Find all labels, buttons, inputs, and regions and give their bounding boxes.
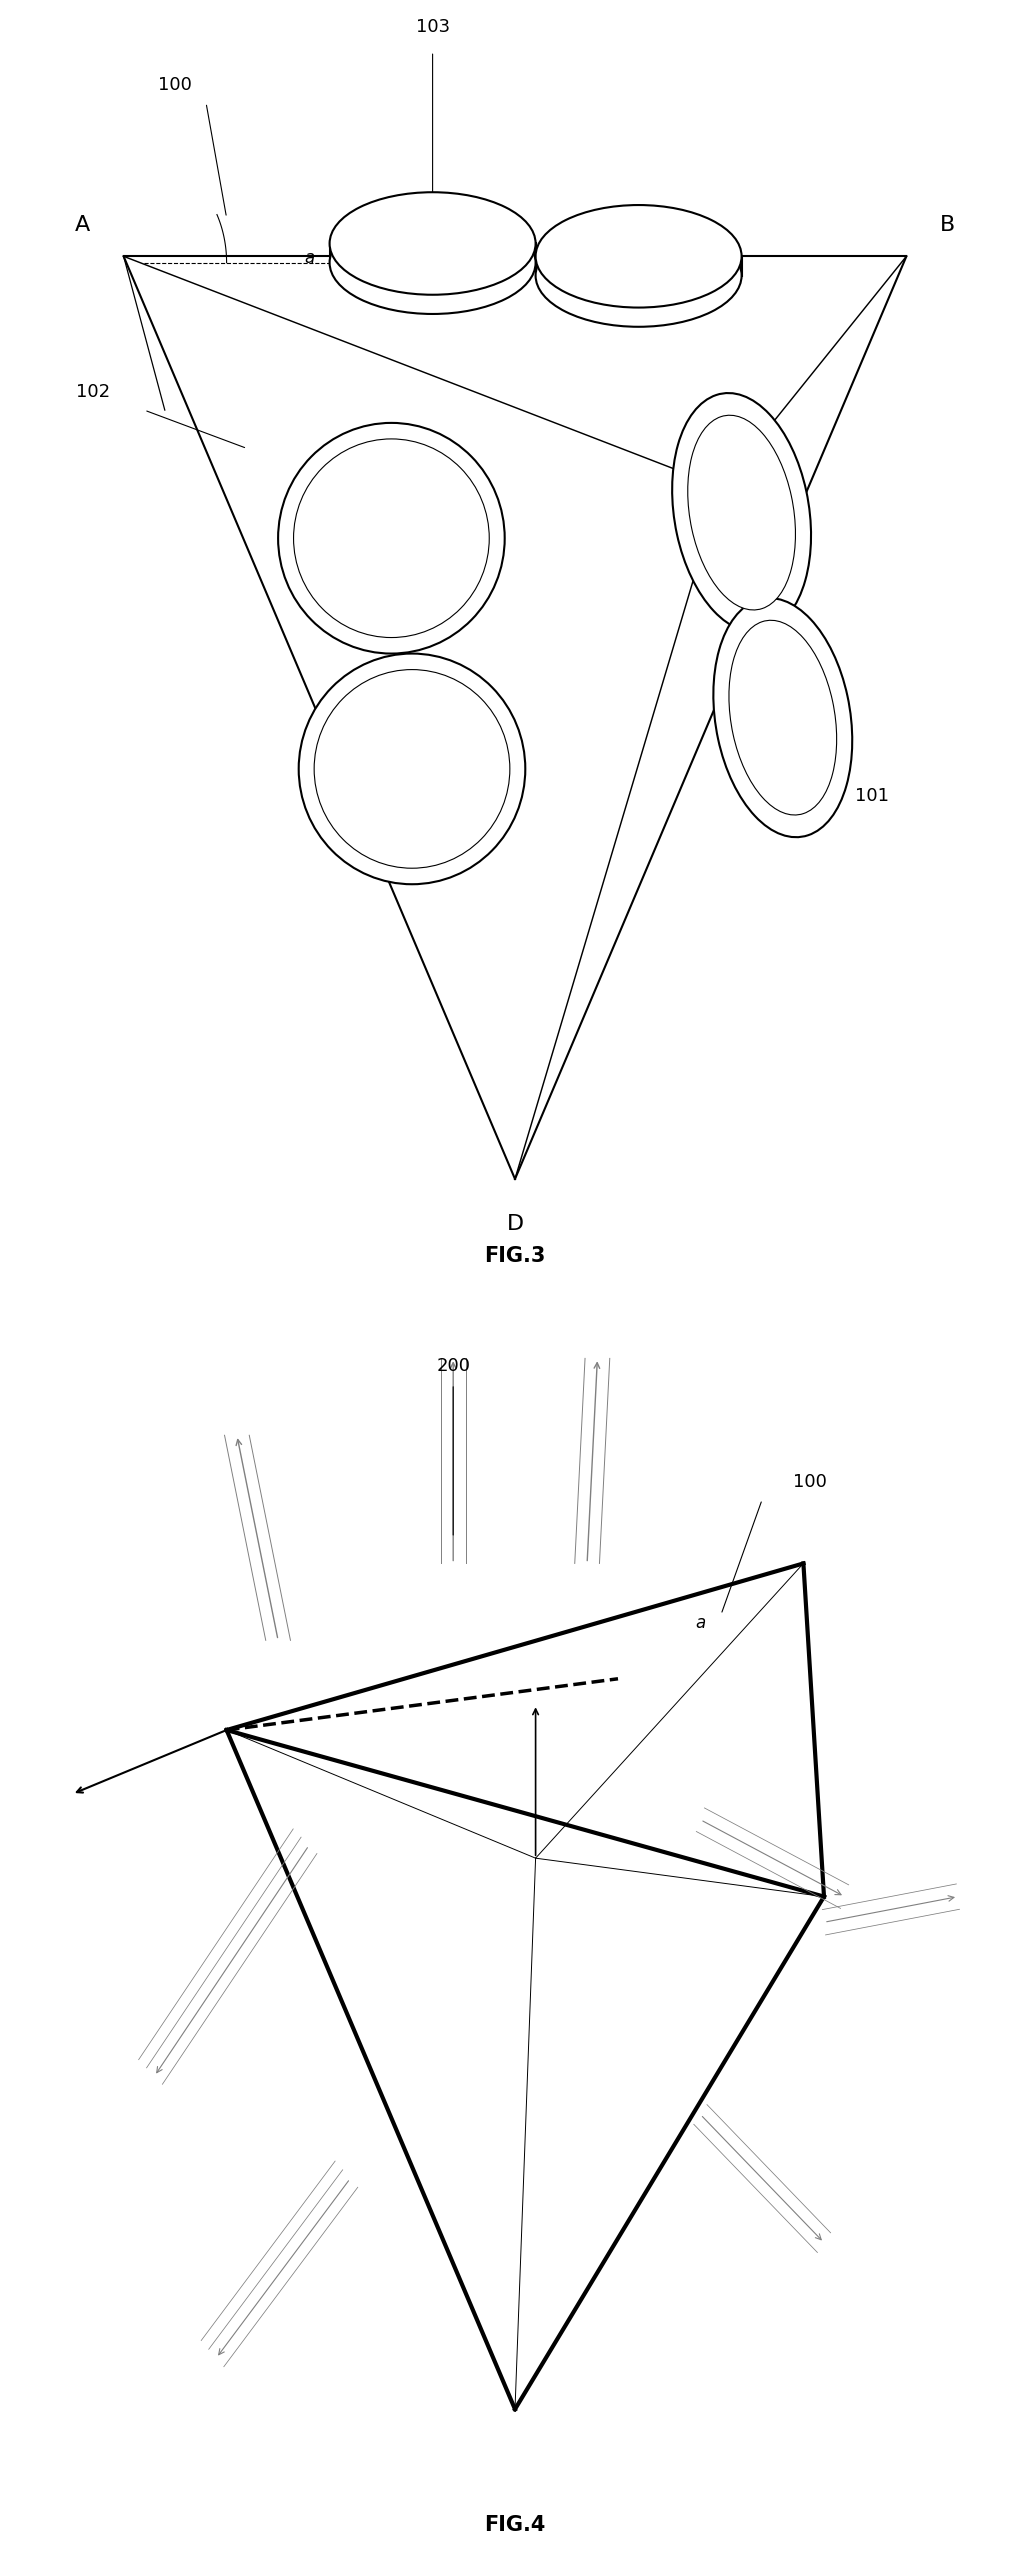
Ellipse shape xyxy=(330,210,536,315)
Text: a: a xyxy=(695,1615,706,1633)
Ellipse shape xyxy=(314,669,510,869)
Text: FIG.4: FIG.4 xyxy=(484,2514,546,2535)
Ellipse shape xyxy=(278,423,505,654)
Text: B: B xyxy=(940,215,955,236)
Text: 100: 100 xyxy=(159,77,192,95)
Ellipse shape xyxy=(714,597,852,838)
Text: 103: 103 xyxy=(415,18,450,36)
Ellipse shape xyxy=(330,192,536,295)
Ellipse shape xyxy=(673,392,811,633)
Text: FIG.3: FIG.3 xyxy=(484,1246,546,1266)
Ellipse shape xyxy=(536,205,742,308)
Text: a: a xyxy=(304,249,314,267)
Text: 101: 101 xyxy=(855,787,889,805)
Text: A: A xyxy=(75,215,90,236)
Text: 102: 102 xyxy=(75,384,110,402)
Ellipse shape xyxy=(536,223,742,328)
Text: 200: 200 xyxy=(436,1358,471,1376)
Text: 100: 100 xyxy=(793,1474,827,1492)
Text: D: D xyxy=(507,1215,523,1235)
Ellipse shape xyxy=(729,620,836,815)
Ellipse shape xyxy=(299,654,525,884)
Text: C: C xyxy=(735,461,748,479)
Ellipse shape xyxy=(294,438,489,638)
Ellipse shape xyxy=(688,415,795,610)
